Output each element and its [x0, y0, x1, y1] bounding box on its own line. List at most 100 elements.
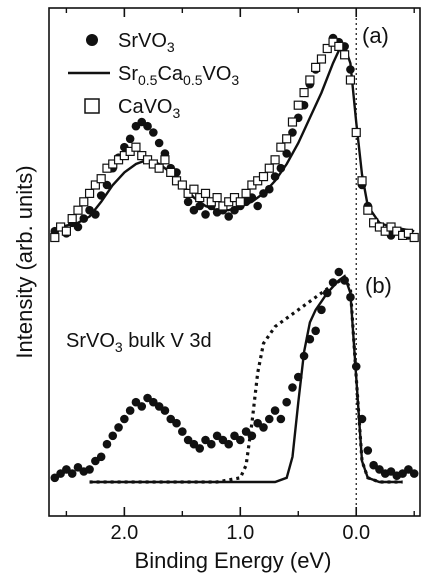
- panel-a-label: (a): [362, 23, 389, 48]
- data-point-filled-circle: [114, 423, 123, 432]
- legend-label-sub: 3: [231, 72, 239, 88]
- data-point-filled-circle: [67, 469, 77, 478]
- x-axis-title: Binding Energy (eV): [135, 548, 332, 573]
- data-point-filled-circle: [311, 326, 320, 336]
- data-point-filled-circle: [154, 138, 164, 148]
- data-point-filled-circle: [253, 201, 262, 211]
- data-point-filled-circle: [178, 427, 187, 436]
- data-point-open-square: [322, 43, 332, 54]
- data-point-filled-circle: [282, 397, 291, 407]
- series-solid-line: [60, 44, 415, 233]
- data-point-open-square: [334, 41, 344, 52]
- data-point-open-square: [340, 50, 350, 60]
- data-point-filled-circle: [363, 446, 373, 455]
- legend-label: Sr0.5Ca0.5VO3: [118, 63, 239, 88]
- panel-b: [50, 267, 419, 484]
- data-point-filled-circle: [85, 465, 94, 474]
- data-point-open-square: [90, 180, 100, 190]
- x-tick-label: 2.0: [110, 522, 138, 544]
- data-point-open-square: [212, 193, 222, 203]
- x-tick-label: 0.0: [342, 522, 370, 544]
- data-point-filled-circle: [160, 406, 170, 415]
- data-point-filled-circle: [108, 431, 118, 441]
- data-point-open-square: [235, 197, 245, 207]
- legend-marker-open-square: [84, 98, 100, 114]
- data-point-filled-circle: [264, 414, 274, 424]
- x-axis-ticks: 2.0 1.0 0.0: [65, 8, 415, 544]
- data-point-filled-circle: [143, 121, 152, 131]
- data-point-open-square: [50, 232, 60, 243]
- data-point-open-square: [270, 155, 280, 165]
- data-point-filled-circle: [73, 222, 83, 232]
- data-point-open-square: [189, 184, 199, 194]
- data-point-filled-circle: [235, 435, 245, 445]
- data-point-filled-circle: [317, 305, 326, 315]
- data-point-open-square: [258, 172, 269, 182]
- data-point-open-square: [276, 142, 286, 152]
- panel-a: [50, 33, 419, 243]
- annotation-rest: bulk V 3d: [123, 330, 212, 352]
- data-point-open-square: [363, 205, 373, 215]
- data-point-filled-circle: [288, 383, 297, 392]
- y-axis-title: Intensity (arb. units): [12, 165, 37, 358]
- data-point-open-square: [241, 188, 251, 198]
- data-point-open-square: [67, 214, 77, 224]
- data-point-open-square: [345, 75, 356, 85]
- data-point-filled-circle: [96, 452, 106, 462]
- data-point-filled-circle: [409, 469, 419, 478]
- data-point-filled-circle: [125, 406, 135, 415]
- data-point-open-square: [84, 188, 95, 198]
- data-point-open-square: [73, 205, 83, 215]
- plot-frame: [48, 7, 421, 517]
- legend-label-sub: 0.5: [138, 72, 158, 88]
- data-point-open-square: [311, 62, 321, 73]
- data-point-filled-circle: [207, 439, 216, 449]
- data-point-open-square: [177, 180, 187, 190]
- annotation-base: SrVO: [66, 330, 115, 352]
- legend-label: CaVO3: [118, 96, 180, 121]
- data-point-open-square: [357, 176, 367, 186]
- data-point-filled-circle: [201, 210, 210, 219]
- data-point-open-square: [299, 87, 309, 98]
- legend-label-part: Sr: [118, 63, 138, 85]
- legend-label-part: VO: [203, 63, 232, 85]
- annotation-sub: 3: [115, 339, 123, 355]
- data-point-open-square: [154, 163, 164, 173]
- data-point-filled-circle: [224, 439, 234, 449]
- data-point-open-square: [160, 155, 170, 165]
- data-point-open-square: [282, 134, 292, 144]
- data-point-open-square: [166, 167, 176, 177]
- data-point-open-square: [409, 232, 419, 243]
- legend-label-part: SrVO: [118, 30, 167, 52]
- data-point-open-square: [200, 188, 211, 198]
- legend-marker-filled-circle: [86, 34, 98, 46]
- data-point-filled-circle: [259, 423, 268, 432]
- data-point-open-square: [96, 174, 106, 184]
- data-point-filled-circle: [334, 267, 344, 277]
- data-point-filled-circle: [183, 197, 193, 207]
- data-point-filled-circle: [224, 212, 234, 221]
- legend-label-part: Ca: [157, 63, 183, 85]
- series-dotted-line: [89, 276, 403, 484]
- legend-label-sub: 3: [167, 39, 175, 55]
- data-point-filled-circle: [276, 414, 286, 424]
- data-point-filled-circle: [172, 418, 181, 428]
- data-point-filled-circle: [149, 128, 158, 137]
- legend-label-sub: 3: [172, 105, 180, 121]
- data-point-open-square: [131, 142, 141, 152]
- legend-label-sub: 0.5: [183, 72, 203, 88]
- data-point-open-square: [264, 163, 274, 173]
- data-point-filled-circle: [264, 184, 274, 194]
- data-point-open-square: [351, 127, 361, 138]
- series-solid-line: [89, 274, 403, 484]
- data-point-filled-circle: [270, 406, 280, 415]
- data-point-filled-circle: [102, 439, 112, 449]
- data-point-filled-circle: [120, 414, 129, 424]
- x-tick-label: 1.0: [226, 522, 254, 544]
- panel-b-annotation: SrVO3 bulk V 3d: [66, 330, 212, 355]
- data-point-open-square: [61, 226, 71, 236]
- data-point-filled-circle: [137, 402, 147, 411]
- data-point-filled-circle: [125, 134, 135, 144]
